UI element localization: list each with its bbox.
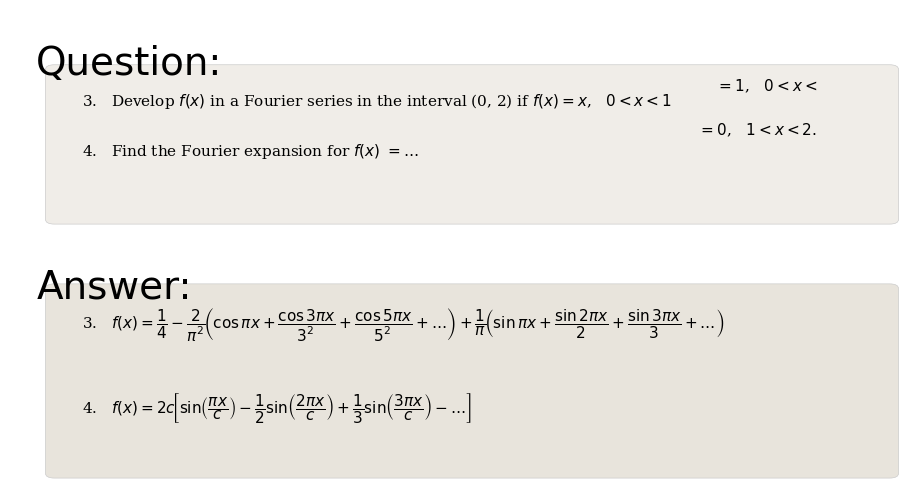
Text: 4.   Find the Fourier expansion for $f(x)$ $= \ldots$: 4. Find the Fourier expansion for $f(x)$… [82,142,418,161]
FancyBboxPatch shape [45,65,899,224]
FancyBboxPatch shape [45,284,899,478]
Text: Answer:: Answer: [36,269,192,307]
Text: $= 1$,   $0 < x <$: $= 1$, $0 < x <$ [715,77,817,95]
Text: Question:: Question: [36,45,223,83]
Text: 3.   $f(x) = \dfrac{1}{4} - \dfrac{2}{\pi^2}\!\left(\cos \pi x + \dfrac{\cos 3\p: 3. $f(x) = \dfrac{1}{4} - \dfrac{2}{\pi^… [82,306,724,343]
Text: $= 0$,   $1 < x < 2.$: $= 0$, $1 < x < 2.$ [698,122,817,139]
Text: 3.   Develop $f(x)$ in a Fourier series in the interval (0, 2) if $f(x) = x$,   : 3. Develop $f(x)$ in a Fourier series in… [82,92,672,111]
Text: 4.   $f(x) = 2c\!\left[\sin\!\left(\dfrac{\pi x}{c}\right) - \dfrac{1}{2}\sin\!\: 4. $f(x) = 2c\!\left[\sin\!\left(\dfrac{… [82,391,472,425]
